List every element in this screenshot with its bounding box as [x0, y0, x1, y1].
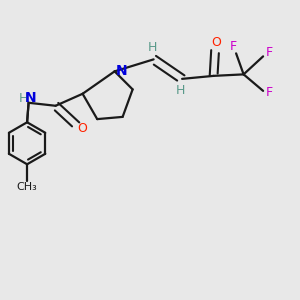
Text: H: H [147, 41, 157, 55]
Text: N: N [116, 64, 127, 78]
Text: CH₃: CH₃ [17, 182, 38, 192]
Text: F: F [266, 86, 273, 99]
Text: H: H [176, 84, 185, 97]
Text: F: F [230, 40, 237, 53]
Text: F: F [266, 46, 273, 59]
Text: O: O [78, 122, 88, 135]
Text: H: H [19, 92, 28, 105]
Text: O: O [211, 36, 221, 50]
Text: N: N [25, 91, 37, 105]
